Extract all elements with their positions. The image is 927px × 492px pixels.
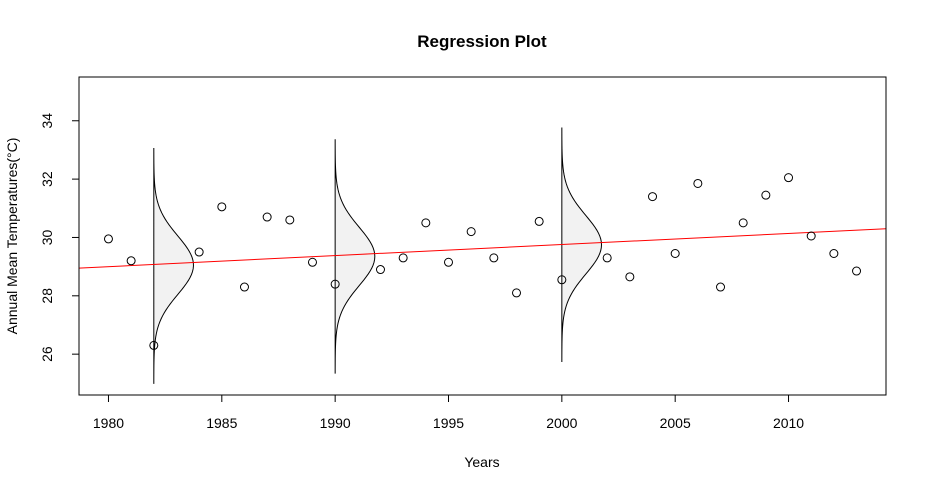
data-point-1998 (512, 288, 522, 298)
regression-line (78, 228, 887, 269)
y-tick-label-32: 32 (39, 171, 55, 187)
data-point-1996 (466, 227, 476, 237)
x-tick-label-2010: 2010 (773, 415, 804, 431)
data-point-1987 (262, 212, 272, 222)
data-point-2011 (806, 231, 816, 241)
data-point-2010 (784, 173, 794, 183)
x-tick-label-1995: 1995 (433, 415, 464, 431)
data-point-1985 (217, 202, 227, 212)
x-tick-label-1980: 1980 (93, 415, 124, 431)
data-point-1986 (239, 282, 249, 292)
data-point-1988 (285, 215, 295, 225)
density-curves (153, 127, 603, 384)
data-point-1982 (149, 340, 159, 350)
density-curve-2000 (561, 127, 603, 362)
data-point-2009 (761, 190, 771, 200)
data-point-2013 (852, 266, 862, 276)
y-axis: 26 28 30 32 34 (39, 113, 80, 362)
x-tick-label-1990: 1990 (320, 415, 351, 431)
data-point-2002 (602, 253, 612, 263)
data-point-1981 (126, 256, 136, 266)
y-tick-label-26: 26 (39, 346, 55, 362)
x-axis: 1980 1985 1990 1995 2000 2005 2010 (93, 394, 804, 431)
data-point-1997 (489, 253, 499, 263)
data-points (103, 173, 862, 350)
data-point-1999 (534, 216, 544, 226)
x-tick-label-1985: 1985 (206, 415, 237, 431)
data-point-1995 (443, 257, 453, 267)
data-point-1980 (103, 234, 113, 244)
y-tick-label-28: 28 (39, 288, 55, 304)
data-point-2004 (648, 192, 658, 202)
x-tick-label-2005: 2005 (660, 415, 691, 431)
y-tick-label-34: 34 (39, 113, 55, 129)
y-axis-label: Annual Mean Temperatures(°C) (4, 138, 20, 335)
data-point-2012 (829, 249, 839, 259)
data-point-1994 (421, 218, 431, 228)
data-point-2007 (716, 282, 726, 292)
data-point-2003 (625, 272, 635, 282)
data-point-1990 (330, 279, 340, 289)
data-point-1989 (307, 257, 317, 267)
data-point-1993 (398, 253, 408, 263)
density-curve-1982 (153, 147, 194, 384)
x-axis-label: Years (464, 454, 499, 470)
data-point-2005 (670, 249, 680, 259)
data-point-2000 (557, 275, 567, 285)
chart-title: Regression Plot (417, 32, 547, 51)
data-point-1992 (375, 265, 385, 275)
data-point-1984 (194, 247, 204, 257)
plot-frame (78, 76, 887, 396)
data-point-2006 (693, 178, 703, 188)
data-point-2008 (738, 218, 748, 228)
density-curve-1990 (334, 139, 376, 374)
y-tick-label-30: 30 (39, 229, 55, 245)
x-tick-label-2000: 2000 (546, 415, 577, 431)
